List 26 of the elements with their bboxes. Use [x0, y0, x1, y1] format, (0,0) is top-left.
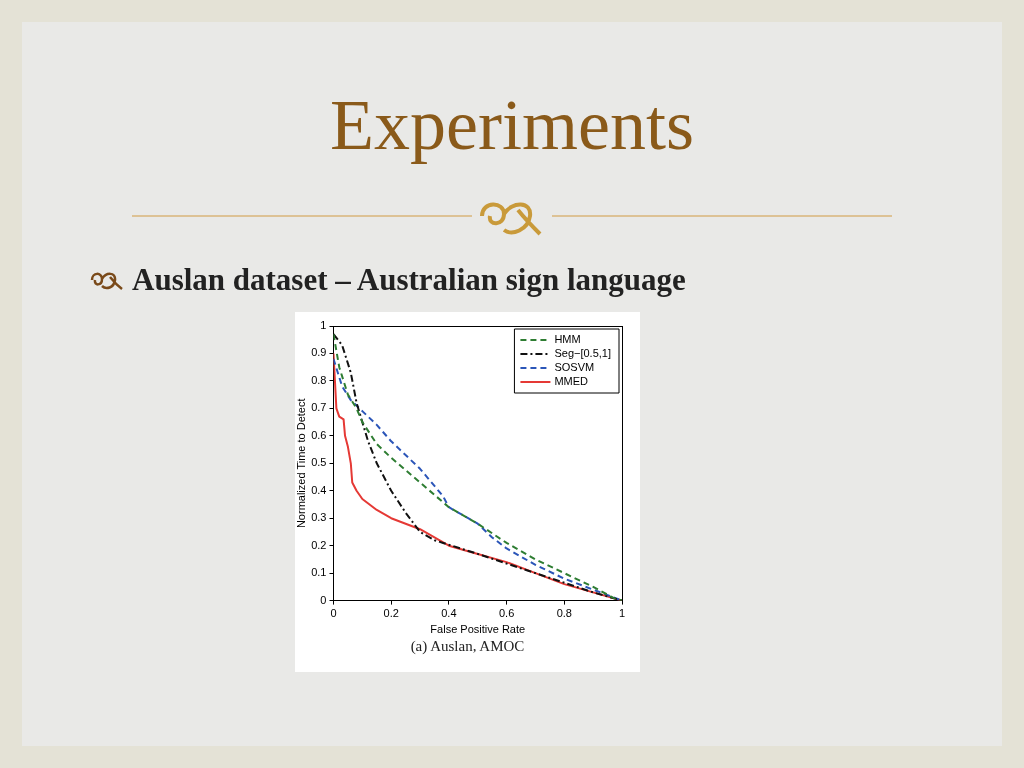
y-tick-label: 0.4 — [311, 483, 327, 496]
x-tick-label: 0.2 — [383, 607, 399, 620]
y-tick-label: 0.3 — [311, 511, 327, 524]
x-tick-label: 0 — [330, 607, 337, 620]
y-tick-label: 0.2 — [311, 538, 327, 551]
legend-label: SOSVM — [554, 361, 595, 374]
legend-label: MMED — [554, 375, 589, 388]
text: (a) Auslan, AMOC — [409, 638, 526, 655]
y-tick-label: 1 — [320, 319, 327, 332]
x-tick-label: 0.6 — [498, 607, 515, 620]
y-tick-label: 0.9 — [311, 346, 327, 359]
y-tick-label: 0.5 — [311, 456, 327, 469]
x-axis-title: False Positive Rate — [430, 623, 526, 636]
x-tick-label: 1 — [618, 607, 626, 620]
y-tick-label: 0.6 — [311, 428, 327, 441]
x-tick-label: 0.4 — [441, 607, 457, 620]
y-tick-label: 0.7 — [311, 401, 327, 414]
y-tick-label: 0.1 — [311, 566, 327, 579]
legend-label: HMM — [554, 333, 581, 346]
y-axis-title: Normalized Time to Detect — [294, 398, 307, 529]
chart-title: Experiments — [329, 84, 695, 167]
legend-label: Seg−[0.5,1] — [554, 347, 611, 360]
y-tick-label: 0.8 — [311, 373, 327, 386]
chart-subtitle: Auslan dataset – Australian sign language — [132, 262, 686, 298]
y-tick-label: 0 — [320, 593, 327, 606]
x-tick-label: 0.8 — [556, 607, 572, 620]
